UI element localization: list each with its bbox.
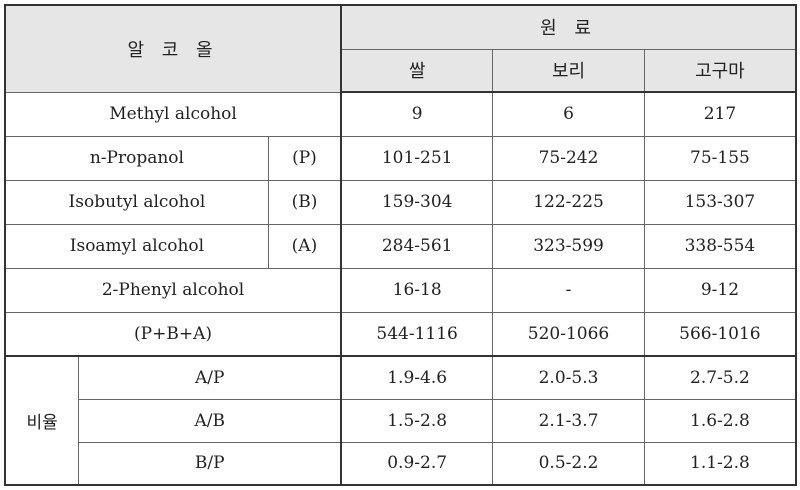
header-material-sweet-potato: 고구마	[643, 48, 797, 93]
cell-value: 153-307	[643, 179, 797, 225]
table-row: 2-Phenyl alcohol 16-18 - 9-12	[4, 267, 797, 313]
cell-value: 2.7-5.2	[643, 355, 797, 400]
cell-value: 323-599	[492, 223, 645, 269]
row-code: (B)	[267, 179, 343, 225]
row-name: (P+B+A)	[4, 311, 343, 357]
cell-value: 2.1-3.7	[492, 398, 645, 443]
table-row: Isoamyl alcohol (A) 284-561 323-599 338-…	[4, 223, 797, 269]
row-name: Isoamyl alcohol	[4, 223, 269, 269]
cell-value: 6	[492, 91, 645, 137]
cell-value: 16-18	[340, 267, 494, 313]
table-row: B/P 0.9-2.7 0.5-2.2 1.1-2.8	[5, 441, 797, 486]
cell-value: 0.9-2.7	[340, 441, 494, 486]
cell-value: 217	[643, 91, 797, 137]
header-alcohol: 알 코 올	[4, 4, 343, 93]
cell-value: -	[492, 267, 645, 313]
cell-value: 75-242	[492, 135, 645, 181]
cell-value: 9-12	[643, 267, 797, 313]
cell-value: 2.0-5.3	[492, 355, 645, 400]
header-material-barley: 보리	[492, 48, 645, 93]
cell-value: 1.9-4.6	[340, 355, 494, 400]
table-row: (P+B+A) 544-1116 520-1066 566-1016	[4, 311, 797, 357]
row-code: (A)	[267, 223, 343, 269]
cell-value: 284-561	[340, 223, 494, 269]
row-name: A/P	[78, 355, 343, 400]
table-row: Methyl alcohol 9 6 217	[4, 91, 797, 137]
ratio-label: 비율	[4, 355, 80, 486]
header-material-rice: 쌀	[340, 48, 494, 93]
cell-value: 338-554	[643, 223, 797, 269]
row-name: A/B	[78, 398, 343, 443]
row-name: Isobutyl alcohol	[4, 179, 269, 225]
table-row: A/B 1.5-2.8 2.1-3.7 1.6-2.8	[5, 398, 797, 443]
row-name: n-Propanol	[4, 135, 269, 181]
row-code: (P)	[267, 135, 343, 181]
cell-value: 1.1-2.8	[643, 441, 797, 486]
cell-value: 520-1066	[492, 311, 645, 357]
cell-value: 75-155	[643, 135, 797, 181]
table-row: Isobutyl alcohol (B) 159-304 122-225 153…	[4, 179, 797, 225]
table-row: 비율 A/P 1.9-4.6 2.0-5.3 2.7-5.2	[4, 355, 797, 486]
cell-value: 122-225	[492, 179, 645, 225]
header-material: 원 료	[340, 4, 797, 50]
row-name: 2-Phenyl alcohol	[4, 267, 343, 313]
cell-value: 566-1016	[643, 311, 797, 357]
cell-value: 0.5-2.2	[492, 441, 645, 486]
row-name: Methyl alcohol	[4, 91, 343, 137]
alcohol-composition-table: 알 코 올 원 료 쌀 보리 고구마 Methyl alcohol 9 6 21…	[4, 4, 797, 486]
row-name: B/P	[78, 441, 343, 486]
table-row: n-Propanol (P) 101-251 75-242 75-155	[4, 135, 797, 181]
cell-value: 101-251	[340, 135, 494, 181]
cell-value: 159-304	[340, 179, 494, 225]
cell-value: 1.6-2.8	[643, 398, 797, 443]
cell-value: 1.5-2.8	[340, 398, 494, 443]
cell-value: 9	[340, 91, 494, 137]
cell-value: 544-1116	[340, 311, 494, 357]
